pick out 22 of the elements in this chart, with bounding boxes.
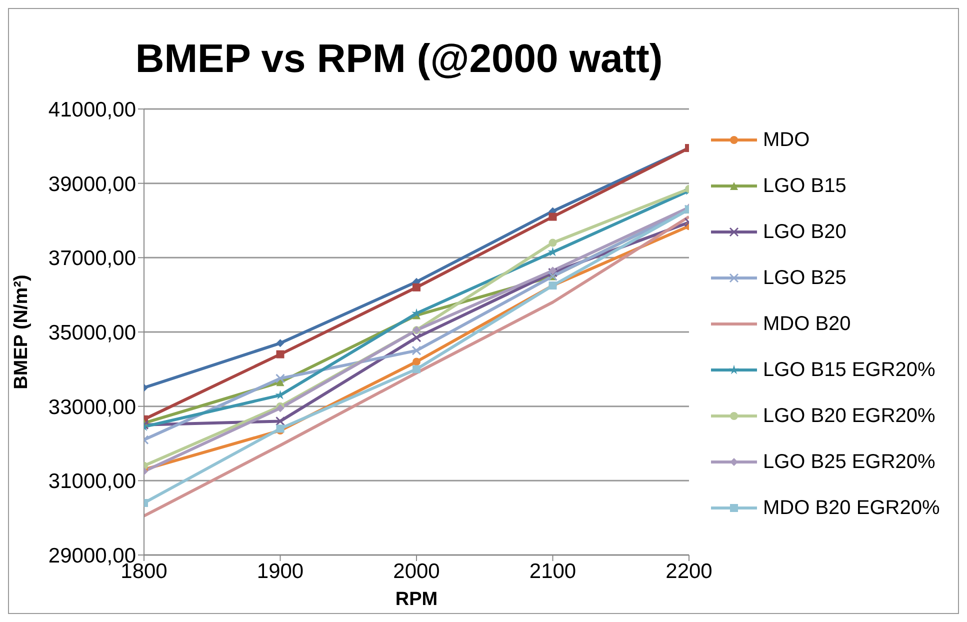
x-tick-label: 2000 [393,560,440,583]
chart-title: BMEP vs RPM (@2000 watt) [134,37,664,82]
y-tick-label: 39000,00 [48,172,136,196]
y-tick-label: 33000,00 [48,396,136,419]
legend-label: LGO B25 [763,266,846,290]
legend-label: MDO [763,128,810,152]
legend-label: LGO B15 EGR20% [763,358,936,382]
legend-label: LGO B20 [763,220,846,244]
y-tick-label: 41000,00 [48,98,136,122]
y-axis-title: BMEP (N/m²) [11,274,32,390]
x-axis-title: RPM [395,589,438,610]
y-tick-label: 31000,00 [48,470,136,494]
legend-label: LGO B25 EGR20% [763,450,936,474]
legend-label: MDO B20 EGR20% [763,496,940,520]
legend-label: LGO B15 [763,174,846,198]
legend-label: LGO B20 EGR20% [763,404,936,428]
x-tick-label: 2100 [529,560,576,583]
x-tick-label: 2200 [666,560,712,583]
x-tick-label: 1900 [256,560,304,583]
y-tick-label: 35000,00 [48,321,136,344]
y-tick-label: 37000,00 [48,247,136,270]
legend-label: MDO B20 [763,312,851,336]
